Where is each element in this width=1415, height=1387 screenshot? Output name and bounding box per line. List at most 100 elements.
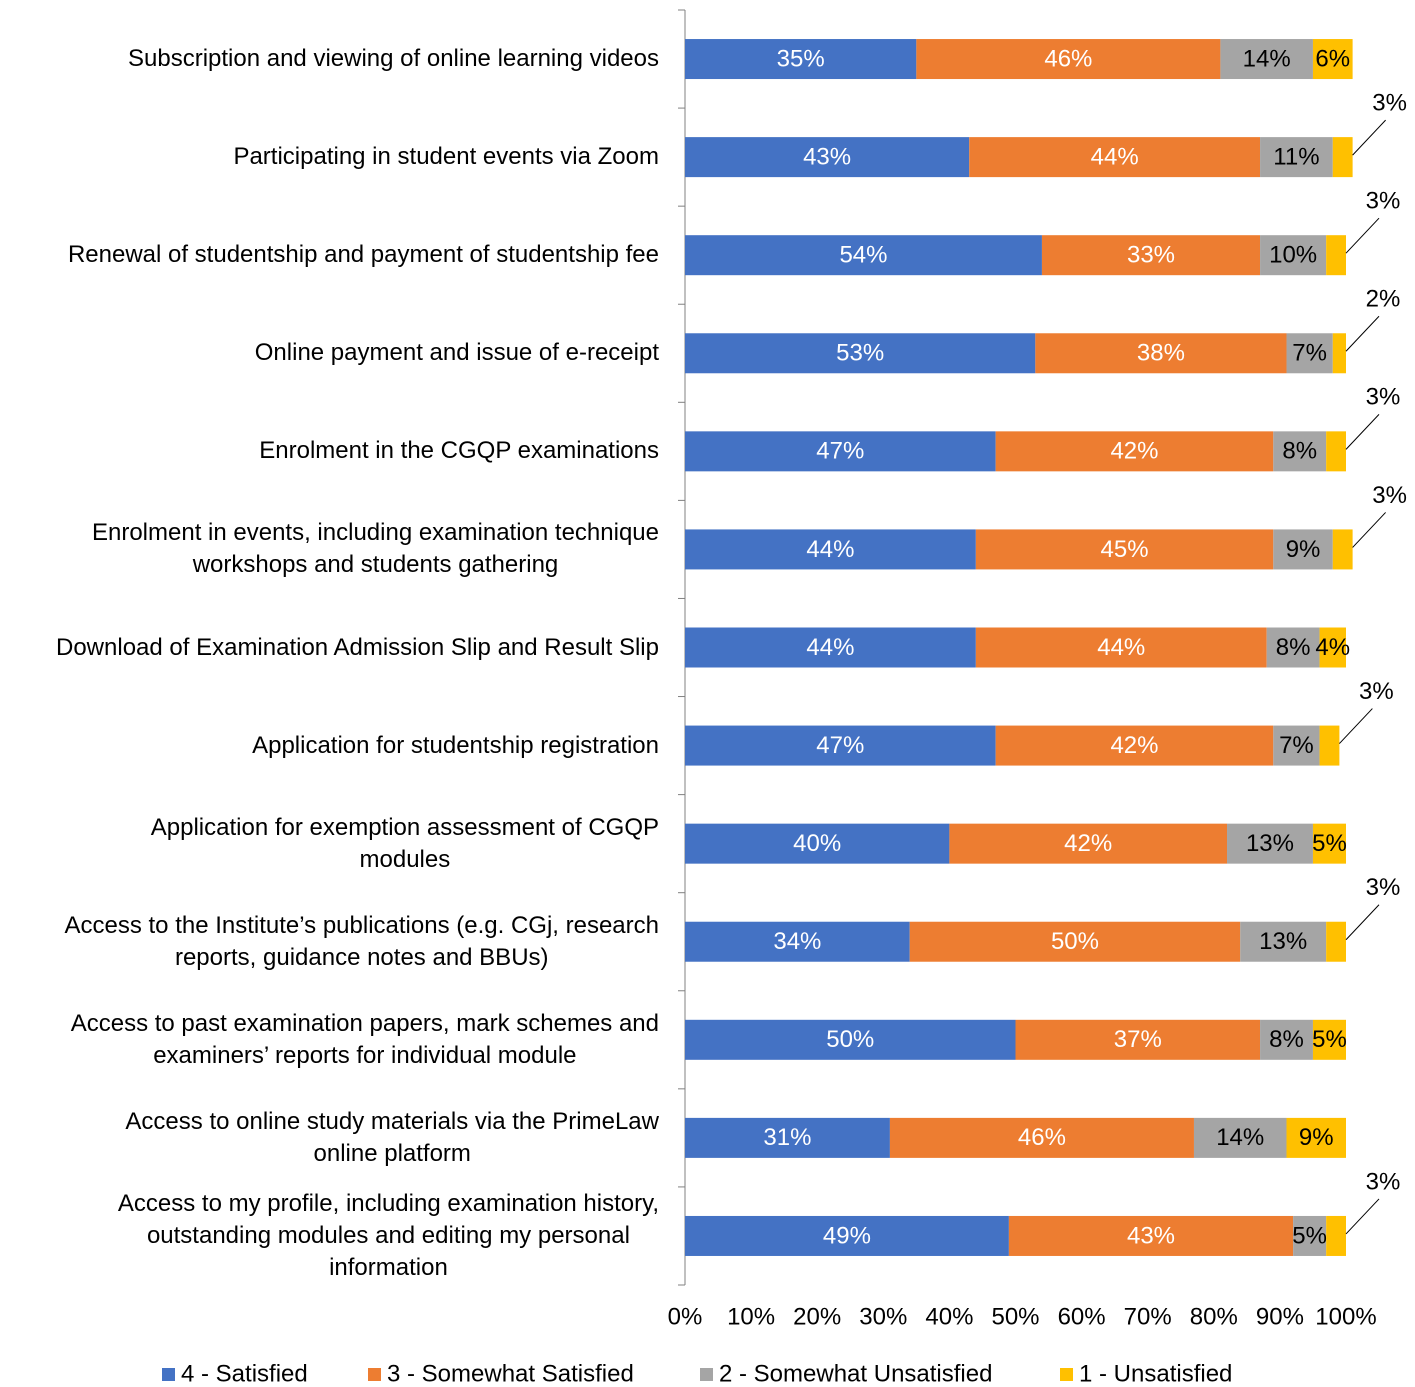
x-tick-label: 0% [668,1303,703,1330]
bar-segment [1220,39,1313,80]
bar-segment [685,529,976,570]
data-label: 54% [839,242,887,269]
leader-line [1345,217,1380,254]
category-label: Application for studentship registration [252,731,659,759]
data-label: 6% [1315,45,1350,72]
category-label: Enrolment in the CGQP examinations [259,437,659,465]
data-label: 42% [1110,732,1158,759]
leader-line [1352,119,1386,156]
x-tick-label: 80% [1190,1303,1238,1330]
x-tick-label: 100% [1315,1303,1376,1330]
data-label: 34% [773,928,821,955]
data-label: 33% [1127,242,1175,269]
data-label: 46% [1018,1124,1066,1151]
data-label: 35% [777,45,825,72]
bar-segment [685,137,970,178]
data-label: 43% [1127,1222,1175,1249]
bar-segment [1227,823,1313,864]
bar-segment [1326,431,1346,472]
legend-swatch [700,1368,713,1381]
category-label: Access to the Institute’s publications (… [64,911,659,971]
leader-line [1345,414,1380,450]
data-label: 43% [803,143,851,170]
bar-segment [1266,627,1320,668]
bar-segment [1326,921,1346,962]
category-label: Access to my profile, including examinat… [117,1189,659,1281]
data-label: 42% [1064,830,1112,857]
bar-segment [1332,137,1353,178]
data-label: 2% [1366,286,1401,313]
x-tick-label: 90% [1256,1303,1304,1330]
data-label: 44% [806,536,854,563]
bar-segment [685,1215,1009,1256]
bar-segment [916,39,1221,80]
bar-segment [995,431,1274,472]
bar-segment [685,725,996,766]
bar-segment [685,431,996,472]
data-label: 44% [806,634,854,661]
data-label: 9% [1286,536,1321,563]
data-label: 44% [1091,143,1139,170]
category-label: Participating in student events via Zoom [233,143,659,171]
bar-segment [1035,333,1287,374]
bar-segment [975,529,1274,570]
bar-segment [909,921,1241,962]
bar-segment [1286,333,1333,374]
data-label: 5% [1292,1222,1327,1249]
data-label: 38% [1137,340,1185,367]
bar-segment [1332,529,1353,570]
bar-segment [685,333,1036,374]
x-tick-label: 70% [1124,1303,1172,1330]
data-label: 13% [1246,830,1294,857]
data-label: 50% [826,1026,874,1053]
data-label: 8% [1282,438,1317,465]
bar-segment [1273,529,1333,570]
data-label: 3% [1366,1168,1401,1195]
data-label: 7% [1279,732,1314,759]
x-tick-label: 10% [727,1303,775,1330]
data-label: 47% [816,732,864,759]
category-label: Enrolment in events, including examinati… [91,519,659,579]
bar-segment [1193,1117,1287,1158]
leader-line [1339,708,1373,744]
x-tick-label: 60% [1058,1303,1106,1330]
legend-swatch [368,1368,381,1381]
category-label: Subscription and viewing of online learn… [128,45,659,73]
bar-segment [685,823,950,864]
legend-label: 3 - Somewhat Satisfied [387,1360,634,1387]
bar-segment [1260,235,1327,276]
data-label: 8% [1269,1026,1304,1053]
data-label: 3% [1366,874,1401,901]
bar-segment [1312,1019,1346,1060]
bar-segment [995,725,1274,766]
data-label: 8% [1276,634,1311,661]
category-label: Renewal of studentship and payment of st… [67,241,659,269]
category-label: Online payment and issue of e-receipt [254,339,659,367]
data-label: 42% [1110,438,1158,465]
data-label: 4% [1315,634,1350,661]
bar-segment [1319,725,1340,766]
bar-segment [685,627,976,668]
bar-segment [889,1117,1194,1158]
data-label: 47% [816,438,864,465]
legend-label: 1 - Unsatisfied [1079,1360,1232,1387]
bar-segment [975,627,1267,668]
category-label: Access to past examination papers, mark … [70,1009,659,1069]
leader-line [1352,512,1386,548]
bar-segment [1041,235,1261,276]
legend-label: 2 - Somewhat Unsatisfied [719,1360,992,1387]
bar-segment [685,1117,890,1158]
data-label: 44% [1097,634,1145,661]
x-tick-label: 50% [991,1303,1039,1330]
bar-segment [1260,1019,1313,1060]
legend-label: 4 - Satisfied [181,1360,308,1387]
data-label: 3% [1372,89,1407,116]
category-label: Download of Examination Admission Slip a… [56,633,659,661]
data-label: 14% [1243,45,1291,72]
data-label: 40% [793,830,841,857]
data-label: 13% [1259,928,1307,955]
legend-swatch [1060,1368,1073,1381]
legend-swatch [162,1368,175,1381]
